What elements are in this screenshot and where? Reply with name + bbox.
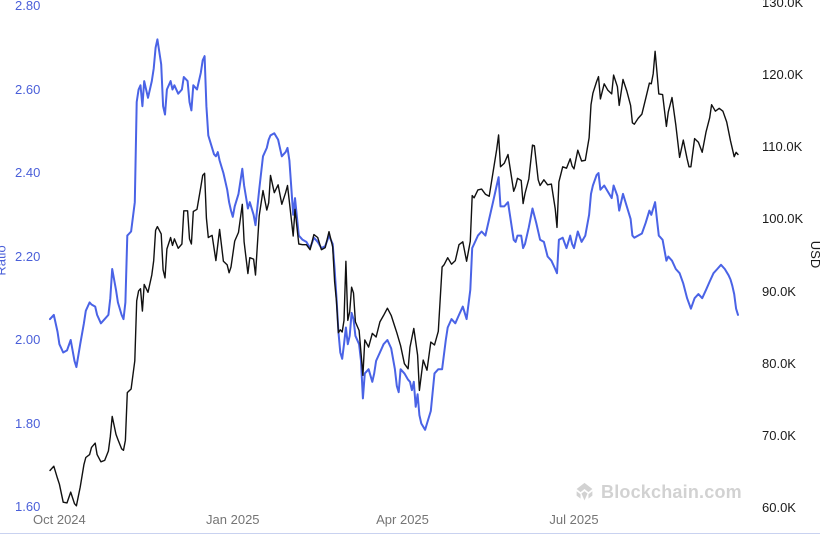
y-axis-right-title: USD <box>807 240 820 269</box>
y-axis-right-tick-label: 110.0K <box>762 139 803 155</box>
y-axis-left-tick-label: 2.80 <box>15 0 41 13</box>
ratio-line-series <box>49 38 739 431</box>
y-axis-right-tick-label: 90.0K <box>762 283 796 299</box>
y-axis-left-tick-label: 1.60 <box>15 499 41 514</box>
y-axis-left-tick-label: 2.60 <box>15 81 41 97</box>
y-axis-right-tick-label: 80.0K <box>762 355 796 371</box>
y-axis-left-tick-label: 2.00 <box>15 332 41 347</box>
watermark-text: Blockchain.com <box>601 482 742 502</box>
y-axis-right-tick-label: 70.0K <box>762 427 796 443</box>
y-axis-left-tick-label: 1.80 <box>15 415 41 431</box>
x-axis-tick-label: Jan 2025 <box>206 512 260 527</box>
bottom-divider <box>0 533 820 534</box>
x-axis-tick-label: Apr 2025 <box>376 512 429 527</box>
watermark: Blockchain.com <box>574 482 742 503</box>
y-axis-right-tick-label: 130.0K <box>762 0 804 10</box>
y-axis-right-tick-label: 100.0K <box>762 211 804 227</box>
y-axis-right-tick-label: 120.0K <box>762 67 804 83</box>
usd-line-series <box>49 50 739 507</box>
y-axis-left-tick-label: 2.20 <box>15 248 41 264</box>
y-axis-right-tick-label: 60.0K <box>762 500 796 515</box>
x-axis-tick-label: Oct 2024 <box>33 512 86 527</box>
x-axis-tick-label: Jul 2025 <box>549 512 599 527</box>
blockchain-cube-icon <box>576 482 593 501</box>
y-axis-left-tick-label: 2.40 <box>15 165 41 180</box>
y-axis-left-title: Ratio <box>0 245 9 276</box>
